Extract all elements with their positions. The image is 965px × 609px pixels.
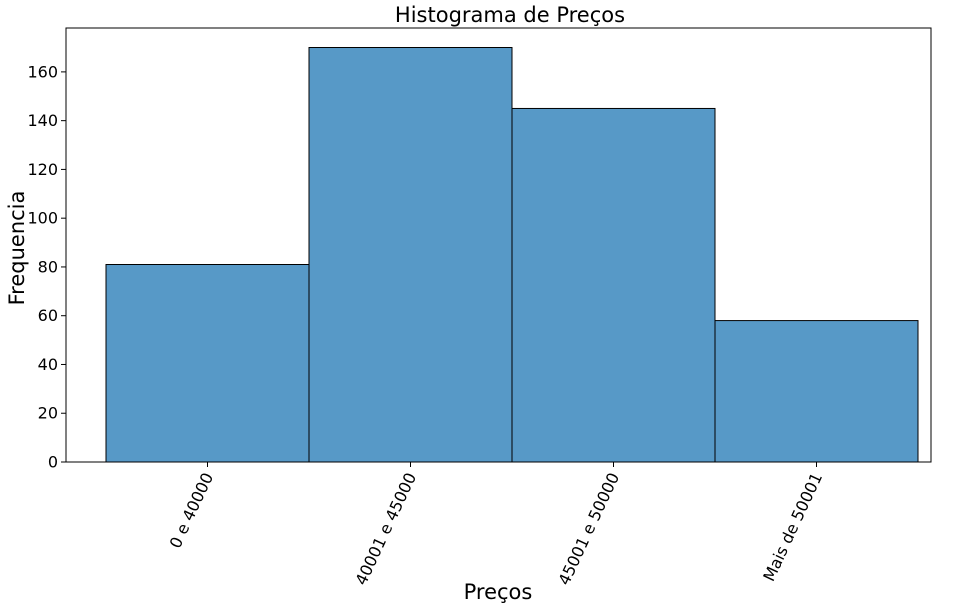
y-tick-label: 60 (38, 306, 58, 325)
y-tick-label: 160 (27, 62, 58, 81)
histogram-bar (714, 320, 919, 463)
y-tick-label: 20 (38, 404, 58, 423)
bars-group (105, 47, 919, 463)
histogram-bar (308, 47, 513, 463)
y-tick-label: 100 (27, 209, 58, 228)
y-axis: 0 20 40 60 80 100 120 140 160 (27, 62, 66, 472)
y-tick-label: 140 (27, 111, 58, 130)
histogram-bar (511, 107, 716, 463)
y-axis-label: Frequencia (5, 191, 29, 306)
histogram-bar (105, 264, 310, 463)
chart-title: Histograma de Preços (395, 3, 625, 27)
x-tick-label: 40001 e 45000 (351, 470, 420, 588)
plot-frame (65, 27, 932, 463)
y-tick-label: 120 (27, 160, 58, 179)
y-tick-label: 0 (48, 453, 58, 472)
x-axis: 0 e 40000 40001 e 45000 45001 e 50000 Mais … (166, 462, 826, 588)
x-tick-label: 45001 e 50000 (554, 470, 623, 588)
x-tick-label: Mais de 50001 (759, 470, 826, 584)
x-tick-label: 0 e 40000 (166, 470, 217, 552)
y-tick-label: 80 (38, 257, 58, 276)
y-tick-label: 40 (38, 355, 58, 374)
x-axis-label: Preços (464, 580, 533, 604)
